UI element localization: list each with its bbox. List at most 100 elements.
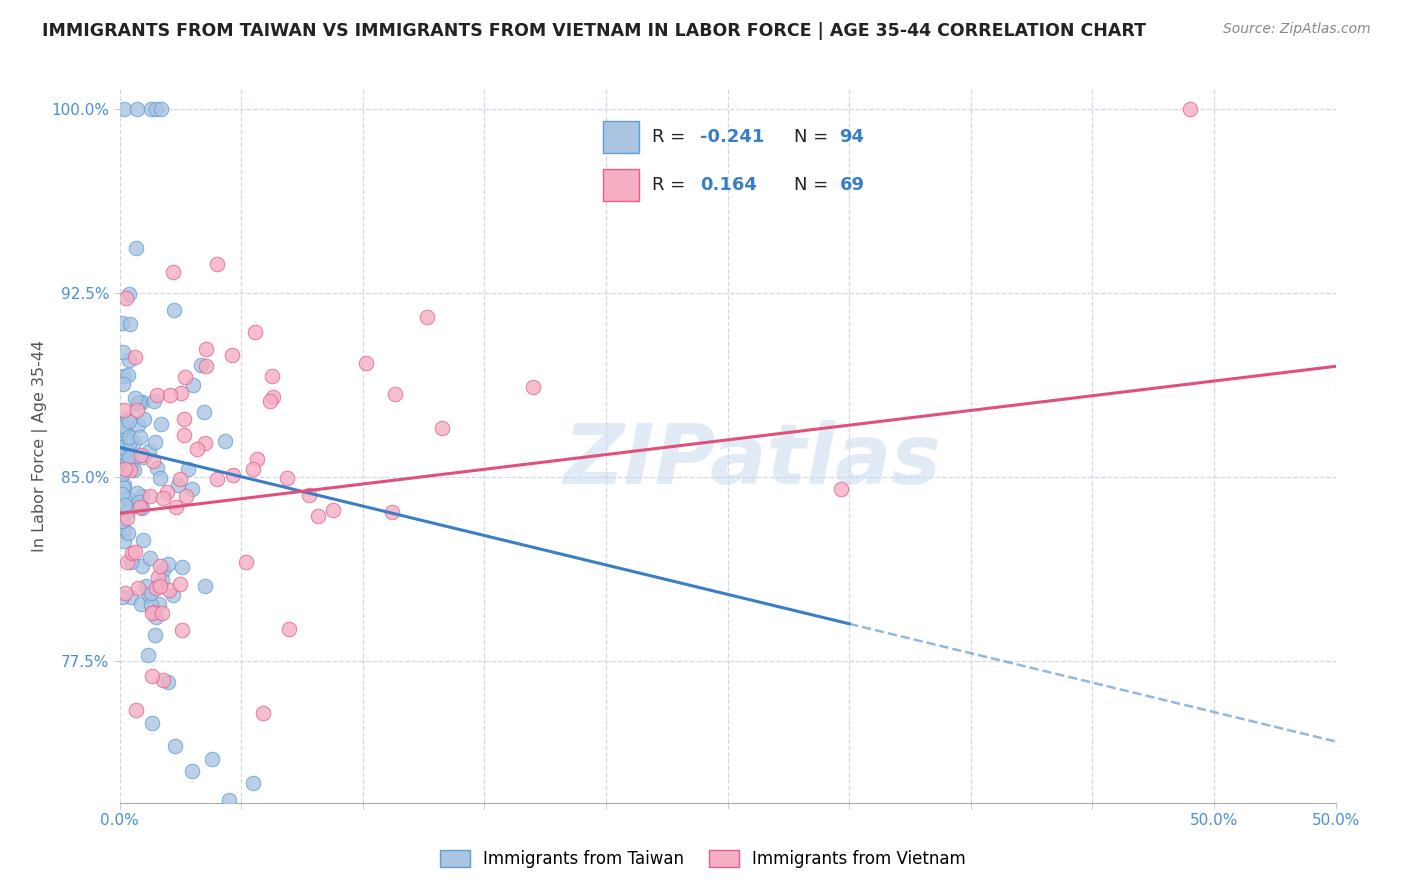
Point <box>114 435 136 450</box>
Point <box>165 500 187 515</box>
Point <box>114 498 136 512</box>
Point <box>117 525 139 540</box>
Point <box>136 648 159 663</box>
Point <box>181 764 204 778</box>
Point <box>381 505 404 519</box>
Text: R =: R = <box>652 128 690 146</box>
Text: Source: ZipAtlas.com: Source: ZipAtlas.com <box>1223 22 1371 37</box>
Point <box>246 452 269 467</box>
Point <box>111 345 134 359</box>
Point <box>1178 102 1201 116</box>
Point <box>142 454 165 468</box>
Point <box>181 378 204 392</box>
Point <box>195 342 218 356</box>
Point <box>194 578 217 592</box>
Point <box>152 673 174 688</box>
Point <box>165 739 187 754</box>
Point <box>145 609 167 624</box>
Point <box>830 482 852 496</box>
Point <box>125 703 148 717</box>
Point <box>259 394 281 409</box>
Point <box>127 418 149 433</box>
Point <box>149 102 172 116</box>
Point <box>111 428 134 442</box>
Point <box>138 489 160 503</box>
Text: ZIPatlas: ZIPatlas <box>562 420 941 500</box>
Point <box>205 472 228 486</box>
Point <box>205 257 228 271</box>
Point <box>124 434 146 449</box>
Text: N =: N = <box>794 128 834 146</box>
Point <box>127 581 149 595</box>
Point <box>157 675 180 690</box>
Point <box>214 434 236 448</box>
Point <box>177 461 200 475</box>
Point <box>131 533 153 548</box>
Point <box>186 442 208 457</box>
Point <box>111 456 134 470</box>
Point <box>430 421 453 435</box>
Point <box>135 579 157 593</box>
Text: 69: 69 <box>839 177 865 194</box>
Point <box>125 241 148 255</box>
Point <box>180 483 202 497</box>
Point <box>298 488 321 502</box>
Point <box>112 443 135 458</box>
Point <box>131 597 153 611</box>
Point <box>111 441 134 455</box>
Point <box>141 598 163 612</box>
Point <box>149 417 172 431</box>
Point <box>170 559 193 574</box>
Point <box>117 368 139 382</box>
Point <box>141 669 163 683</box>
Point <box>157 582 180 597</box>
Point <box>112 102 135 116</box>
Point <box>131 500 153 515</box>
Point <box>173 412 195 426</box>
Point <box>201 752 224 766</box>
Point <box>170 385 193 400</box>
Point <box>112 480 135 494</box>
Point <box>131 489 153 503</box>
Point <box>416 310 439 325</box>
Point <box>193 404 215 418</box>
Point <box>132 450 155 464</box>
Text: IMMIGRANTS FROM TAIWAN VS IMMIGRANTS FROM VIETNAM IN LABOR FORCE | AGE 35-44 COR: IMMIGRANTS FROM TAIWAN VS IMMIGRANTS FRO… <box>42 22 1146 40</box>
Point <box>150 606 173 620</box>
Point <box>194 435 217 450</box>
Point <box>114 534 136 549</box>
Point <box>115 510 138 524</box>
Point <box>112 376 135 391</box>
Point <box>159 388 181 402</box>
Point <box>194 359 217 374</box>
Point <box>384 387 406 401</box>
Text: 94: 94 <box>839 128 865 146</box>
Point <box>145 628 167 642</box>
Point <box>122 451 145 466</box>
Point <box>128 429 150 443</box>
Point <box>114 498 136 512</box>
Point <box>156 485 179 500</box>
Point <box>169 577 191 591</box>
Point <box>112 368 135 383</box>
Point <box>322 502 344 516</box>
Point <box>156 557 179 571</box>
Point <box>149 579 172 593</box>
Point <box>307 508 329 523</box>
Point <box>117 287 139 301</box>
Point <box>121 555 143 569</box>
Point <box>115 457 138 471</box>
Point <box>128 394 150 409</box>
Point <box>221 467 243 482</box>
Point <box>124 351 146 365</box>
Point <box>162 588 184 602</box>
Text: R =: R = <box>652 177 697 194</box>
Point <box>125 485 148 500</box>
Point <box>121 546 143 560</box>
Point <box>143 605 166 619</box>
Point <box>112 478 135 492</box>
Point <box>125 102 148 116</box>
Point <box>124 545 146 559</box>
Point <box>243 325 266 339</box>
Y-axis label: In Labor Force | Age 35-44: In Labor Force | Age 35-44 <box>32 340 48 552</box>
